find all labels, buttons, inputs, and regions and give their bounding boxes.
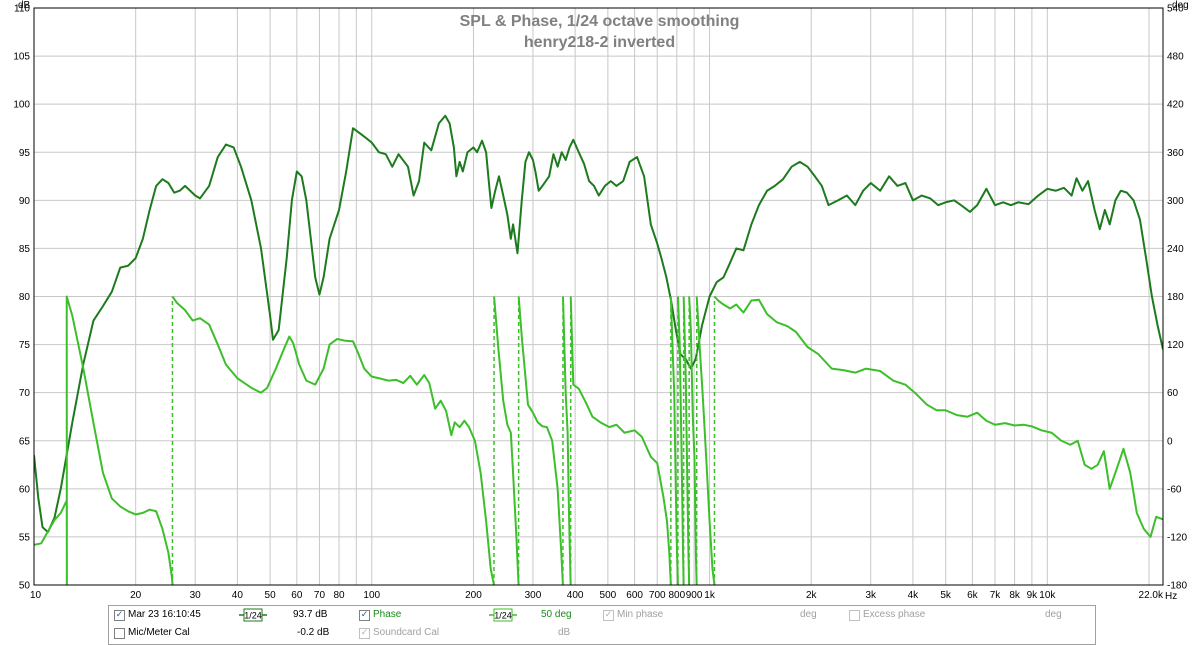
right-axis-ticks: 540 480 420 360 300 240 180 120 60 0 -60 -120 -180 bbox=[1167, 4, 1187, 592]
min-phase-checkbox[interactable]: ✓ bbox=[603, 610, 614, 621]
right-tick-label: 60 bbox=[1167, 388, 1179, 399]
left-axis-unit: dB bbox=[18, 0, 31, 11]
grid-lines bbox=[33, 7, 1163, 586]
x-tick-label: 100 bbox=[363, 590, 380, 601]
x-tick-label: 5k bbox=[940, 590, 952, 601]
left-tick-label: 95 bbox=[19, 148, 31, 159]
x-tick-label: 900 bbox=[686, 590, 703, 601]
left-tick-label: 60 bbox=[19, 484, 31, 495]
left-tick-label: 110 bbox=[14, 4, 30, 15]
x-tick-label: 7k bbox=[990, 590, 1002, 601]
x-tick-label: 800 bbox=[668, 590, 685, 601]
x-tick-label: 70 bbox=[314, 590, 326, 601]
x-tick-label: 30 bbox=[190, 590, 202, 601]
x-tick-label: 700 bbox=[649, 590, 666, 601]
min-phase-label: Min phase bbox=[617, 609, 664, 620]
chart-title: SPL & Phase, 1/24 octave smoothing bbox=[460, 13, 740, 30]
left-tick-label: 105 bbox=[13, 52, 30, 63]
x-tick-label: 500 bbox=[600, 590, 617, 601]
phase-trace-label: Phase bbox=[373, 609, 402, 620]
right-tick-label: 180 bbox=[1167, 292, 1184, 303]
x-axis-ticks: 10 20 30 40 50 60 70 80 100 200 300 400 500 600 700 800… bbox=[30, 590, 1164, 601]
spl-smoothing-swatch[interactable]: 1/24 bbox=[239, 608, 267, 622]
mic-cal-checkbox[interactable] bbox=[114, 628, 125, 639]
left-tick-label: 90 bbox=[19, 196, 31, 207]
right-tick-label: 540 bbox=[1167, 4, 1184, 15]
phase-series bbox=[34, 295, 1163, 585]
spl-value: 93.7 dB bbox=[293, 609, 328, 620]
right-tick-label: -60 bbox=[1167, 484, 1182, 495]
x-tick-label: 400 bbox=[567, 590, 584, 601]
spl-trace-checkbox[interactable]: ✓ bbox=[114, 610, 125, 621]
chart-subtitle: henry218-2 inverted bbox=[524, 34, 675, 51]
left-tick-label: 100 bbox=[13, 100, 30, 111]
x-tick-label: 300 bbox=[525, 590, 542, 601]
left-tick-label: 80 bbox=[19, 292, 31, 303]
legend-panel: ✓ Mar 23 16:10:45 1/24 93.7 dB ✓ Phase 1… bbox=[108, 605, 1096, 645]
spl-swatch-icon: 1/24 bbox=[239, 608, 267, 622]
right-tick-label: 240 bbox=[1167, 244, 1184, 255]
x-tick-label: 60 bbox=[291, 590, 303, 601]
soundcard-cal-unit: dB bbox=[558, 627, 571, 638]
right-tick-label: -180 bbox=[1167, 581, 1187, 592]
x-tick-label: 10k bbox=[1039, 590, 1056, 601]
phase-value: 50 deg bbox=[541, 609, 572, 620]
x-tick-label: 9k bbox=[1027, 590, 1039, 601]
x-tick-label: 50 bbox=[265, 590, 277, 601]
left-tick-label: 75 bbox=[19, 340, 31, 351]
plot-frame bbox=[33, 7, 1164, 586]
left-tick-label: 70 bbox=[19, 388, 31, 399]
x-tick-label: 1k bbox=[704, 590, 716, 601]
x-tick-label: 20 bbox=[130, 590, 142, 601]
soundcard-cal-label: Soundcard Cal bbox=[373, 627, 440, 638]
soundcard-cal-checkbox[interactable]: ✓ bbox=[359, 628, 370, 639]
x-tick-label: 4k bbox=[908, 590, 920, 601]
left-axis-ticks: 110 105 100 95 90 85 80 75 70 65 60 55 50 bbox=[13, 4, 30, 592]
excess-phase-checkbox[interactable] bbox=[849, 610, 860, 621]
right-tick-label: -120 bbox=[1167, 532, 1187, 543]
phase-smoothing-swatch[interactable]: 1/24 bbox=[489, 608, 517, 622]
phase-trace-checkbox[interactable]: ✓ bbox=[359, 610, 370, 621]
spl-smoothing-label: 1/24 bbox=[244, 611, 262, 621]
right-tick-label: 300 bbox=[1167, 196, 1184, 207]
right-tick-label: 120 bbox=[1167, 340, 1184, 351]
series-layer bbox=[34, 114, 1163, 585]
x-tick-label: 8k bbox=[1009, 590, 1021, 601]
x-tick-label: 40 bbox=[232, 590, 244, 601]
left-tick-label: 50 bbox=[19, 581, 31, 592]
x-tick-label: 200 bbox=[465, 590, 482, 601]
excess-phase-unit: deg bbox=[1045, 609, 1062, 620]
mic-cal-value: -0.2 dB bbox=[297, 627, 330, 638]
x-tick-label: 2k bbox=[806, 590, 818, 601]
phase-swatch-icon: 1/24 bbox=[489, 608, 517, 622]
phase-smoothing-label: 1/24 bbox=[494, 611, 512, 621]
right-tick-label: 360 bbox=[1167, 148, 1184, 159]
right-tick-label: 480 bbox=[1167, 52, 1184, 63]
left-tick-label: 55 bbox=[19, 532, 31, 543]
x-tick-label: 600 bbox=[626, 590, 643, 601]
phase-line bbox=[34, 295, 1163, 585]
excess-phase-label: Excess phase bbox=[863, 609, 926, 620]
right-tick-label: 0 bbox=[1167, 436, 1173, 447]
x-tick-label: 6k bbox=[967, 590, 979, 601]
left-tick-label: 65 bbox=[19, 436, 31, 447]
x-tick-label: 80 bbox=[333, 590, 345, 601]
x-tick-label: 3k bbox=[865, 590, 877, 601]
right-axis-unit: deg bbox=[1172, 0, 1189, 11]
mic-cal-label: Mic/Meter Cal bbox=[128, 627, 190, 638]
x-tick-label: 22.0k bbox=[1139, 590, 1164, 601]
x-tick-label: 10 bbox=[30, 590, 42, 601]
spl-series bbox=[34, 114, 1163, 534]
spl-trace-label: Mar 23 16:10:45 bbox=[128, 609, 201, 620]
x-axis-unit: Hz bbox=[1165, 591, 1177, 602]
min-phase-unit: deg bbox=[800, 609, 817, 620]
spl-line bbox=[34, 114, 1163, 534]
left-tick-label: 85 bbox=[19, 244, 31, 255]
right-tick-label: 420 bbox=[1167, 100, 1184, 111]
